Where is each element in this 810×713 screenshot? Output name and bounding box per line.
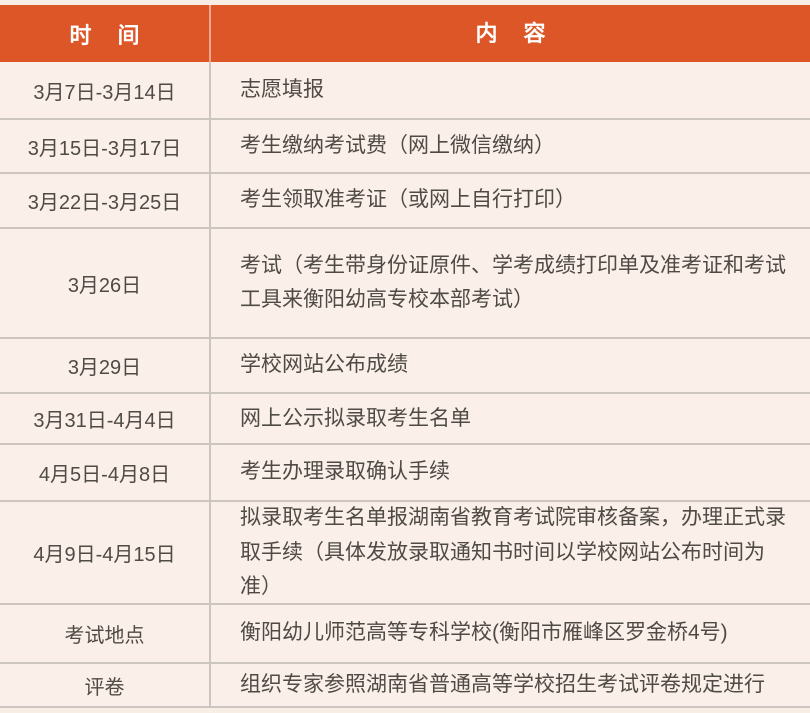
row-content: 志愿填报 xyxy=(240,77,324,101)
row-time: 3月31日-4月4日 xyxy=(0,394,211,443)
table-row: 评卷 组织专家参照湖南省普通高等学校招生考试评卷规定进行 xyxy=(0,662,810,708)
row-content: 考生缴纳考试费（网上微信缴纳） xyxy=(240,133,555,157)
row-time: 评卷 xyxy=(0,664,211,706)
table-row: 3月7日-3月14日 志愿填报 xyxy=(0,62,810,118)
row-content: 考生办理录取确认手续 xyxy=(240,460,450,484)
header-content-column: 内 容 xyxy=(475,20,556,46)
row-content: 衡阳幼儿师范高等专科学校(衡阳市雁峰区罗金桥4号) xyxy=(240,621,728,645)
table-row: 3月22日-3月25日 考生领取准考证（或网上自行打印） xyxy=(0,172,810,227)
row-content: 考试（考生带身份证原件、学考成绩打印单及准考证和考试工具来衡阳幼高专校本部考试） xyxy=(240,253,786,311)
table-row: 考试地点 衡阳幼儿师范高等专科学校(衡阳市雁峰区罗金桥4号) xyxy=(0,603,810,662)
row-time: 3月22日-3月25日 xyxy=(0,174,211,227)
table-row: 3月26日 考试（考生带身份证原件、学考成绩打印单及准考证和考试工具来衡阳幼高专… xyxy=(0,227,810,337)
row-time: 3月15日-3月17日 xyxy=(0,120,211,172)
row-content: 网上公示拟录取考生名单 xyxy=(240,406,471,430)
table-row: 4月5日-4月8日 考生办理录取确认手续 xyxy=(0,443,810,500)
header-time-column: 时 间 xyxy=(0,5,211,62)
table-row: 3月15日-3月17日 考生缴纳考试费（网上微信缴纳） xyxy=(0,118,810,172)
row-time: 3月7日-3月14日 xyxy=(0,62,211,118)
table-header-row: 时 间 内 容 xyxy=(0,5,810,62)
row-content: 组织专家参照湖南省普通高等学校招生考试评卷规定进行 xyxy=(240,673,765,696)
row-content: 拟录取考生名单报湖南省教育考试院审核备案，办理正式录取手续（具体发放录取通知书时… xyxy=(240,506,786,598)
row-time: 4月9日-4月15日 xyxy=(0,502,211,603)
row-content: 考生领取准考证（或网上自行打印） xyxy=(240,188,576,212)
row-time: 3月26日 xyxy=(0,229,211,337)
row-time: 4月5日-4月8日 xyxy=(0,445,211,500)
row-time: 考试地点 xyxy=(0,605,211,662)
table-row: 3月31日-4月4日 网上公示拟录取考生名单 xyxy=(0,392,810,443)
table-row: 4月9日-4月15日 拟录取考生名单报湖南省教育考试院审核备案，办理正式录取手续… xyxy=(0,500,810,603)
table-row: 3月29日 学校网站公布成绩 xyxy=(0,337,810,392)
row-content: 学校网站公布成绩 xyxy=(240,353,408,377)
row-time: 3月29日 xyxy=(0,339,211,392)
